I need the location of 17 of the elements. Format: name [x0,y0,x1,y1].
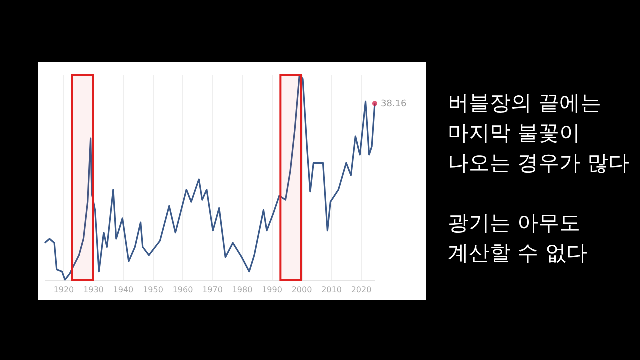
text: 계산할 수 없다 [448,240,588,267]
text: 버블장의 끝에는 [448,90,603,117]
x-tick-label: 2020 [351,286,372,294]
x-tick-label: 1920 [54,286,74,294]
x-tick-label: 1960 [172,286,194,294]
x-tick-label: 1990 [262,286,282,294]
x-tick-label: 2010 [322,286,342,294]
x-tick-label: 1980 [232,286,253,294]
text: 나오는 경우가 많다 [448,150,630,177]
x-tick-label: 1970 [202,286,223,294]
x-tick-label: 1950 [143,286,164,294]
x-tick-label: 1940 [113,286,134,294]
text: 마지막 불꽃이 [448,120,582,147]
x-tick-label: 1930 [84,286,104,294]
text: 광기는 아무도 [448,210,582,237]
annotation: 38.16 [381,100,408,110]
x-tick-label: 2000 [292,286,312,294]
